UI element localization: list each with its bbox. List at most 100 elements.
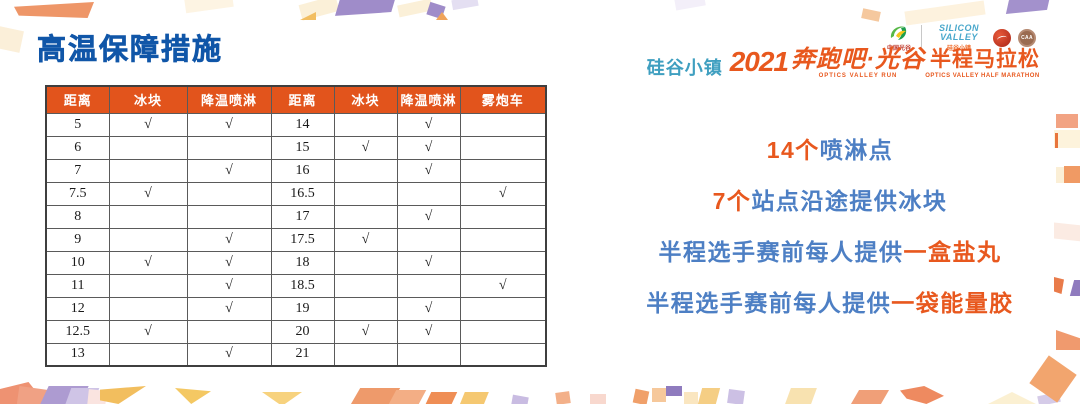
table-cell: √ bbox=[396, 319, 461, 344]
confetti-shape bbox=[684, 392, 698, 404]
confetti-shape bbox=[14, 2, 94, 18]
confetti-shape bbox=[555, 391, 571, 404]
confetti-shape bbox=[451, 0, 479, 11]
highlight-segment: 一袋能量胶 bbox=[891, 289, 1014, 316]
confetti-shape bbox=[652, 388, 666, 402]
table-row: 11 √ 18.5 √ bbox=[45, 273, 547, 298]
table-cell: √ bbox=[186, 250, 272, 275]
confetti-shape bbox=[727, 388, 745, 404]
highlight-segment: 7个 bbox=[712, 187, 752, 214]
column-header: 降温喷淋 bbox=[396, 85, 461, 114]
highlight-segment: 一盒盐丸 bbox=[903, 238, 1002, 265]
table-cell bbox=[459, 319, 547, 344]
confetti-shape bbox=[1069, 280, 1080, 296]
table-cell bbox=[186, 204, 272, 229]
column-header: 距离 bbox=[270, 85, 335, 114]
confetti-shape bbox=[632, 388, 650, 404]
table-row: 10 √ √ 18 √ bbox=[45, 250, 547, 275]
table-cell: √ bbox=[186, 296, 272, 321]
column-header: 冰块 bbox=[333, 85, 398, 114]
table-cell: √ bbox=[186, 273, 272, 298]
caa-badge-label: CAA bbox=[1021, 35, 1033, 41]
confetti-shape bbox=[262, 392, 302, 404]
table-cell bbox=[333, 112, 398, 137]
table-cell bbox=[108, 342, 188, 367]
optics-valley-logo-text: 中国光谷 bbox=[886, 45, 911, 52]
confetti-shape bbox=[674, 0, 706, 11]
table-cell: 18 bbox=[270, 250, 335, 275]
table-cell: √ bbox=[186, 342, 272, 367]
confetti-shape bbox=[1054, 130, 1080, 148]
table-cell: 10 bbox=[45, 250, 110, 275]
table-row: 7 √ 16 √ bbox=[45, 158, 547, 183]
table-cell: 5 bbox=[45, 112, 110, 137]
event-year: 2021 bbox=[729, 46, 789, 77]
table-cell bbox=[459, 158, 547, 183]
table-row: 5 √ √ 14 √ bbox=[45, 112, 547, 137]
table-cell: 11 bbox=[45, 273, 110, 298]
confetti-shape bbox=[666, 386, 682, 396]
highlight-line: 7个 站点沿途提供冰块 bbox=[600, 173, 1060, 224]
table-cell: 9 bbox=[45, 227, 110, 252]
confetti-shape bbox=[335, 0, 396, 16]
event-name-sub: OPTICS VALLEY RUN bbox=[818, 73, 898, 80]
confetti-shape bbox=[436, 12, 448, 20]
optics-valley-swirl-icon bbox=[890, 26, 907, 40]
caa-badge: CAA bbox=[1018, 29, 1036, 47]
table-cell: 20 bbox=[270, 319, 335, 344]
confetti-shape bbox=[861, 8, 881, 22]
table-cell: 14 bbox=[270, 112, 335, 137]
column-header: 降温喷淋 bbox=[186, 85, 272, 114]
athletics-association-badge bbox=[993, 29, 1011, 47]
heat-table: 距离 冰块 降温喷淋 距离 冰块 降温喷淋 雾炮车 5 √ √ 14 √ 6 15 √ √ 7 √ 16 √ 7.5 √… bbox=[45, 85, 547, 367]
table-cell bbox=[108, 204, 188, 229]
table-cell bbox=[459, 296, 547, 321]
table-cell: √ bbox=[396, 204, 461, 229]
confetti-shape bbox=[511, 394, 529, 404]
table-cell bbox=[459, 135, 547, 160]
confetti-shape bbox=[697, 388, 721, 404]
table-row: 13 √ 21 bbox=[45, 342, 547, 367]
table-cell bbox=[333, 204, 398, 229]
highlight-segment: 喷淋点 bbox=[819, 136, 894, 163]
event-prefix: 硅谷小镇 bbox=[646, 58, 723, 78]
table-cell bbox=[333, 181, 398, 206]
table-cell bbox=[459, 204, 547, 229]
table-cell bbox=[186, 135, 272, 160]
table-row: 9 √ 17.5 √ bbox=[45, 227, 547, 252]
table-cell bbox=[108, 273, 188, 298]
table-cell: √ bbox=[186, 112, 272, 137]
confetti-shape bbox=[1054, 277, 1064, 294]
confetti-shape bbox=[1064, 166, 1080, 183]
event-suffix: 半程马拉松 bbox=[930, 48, 1040, 71]
logo-divider bbox=[921, 25, 922, 51]
table-cell: √ bbox=[186, 158, 272, 183]
table-cell: √ bbox=[108, 112, 188, 137]
confetti-shape bbox=[1055, 133, 1058, 148]
table-cell bbox=[108, 135, 188, 160]
table-cell: 19 bbox=[270, 296, 335, 321]
table-cell bbox=[459, 112, 547, 137]
column-header: 冰块 bbox=[108, 85, 188, 114]
confetti-shape bbox=[184, 0, 234, 14]
column-header: 距离 bbox=[45, 85, 110, 114]
table-cell: 15 bbox=[270, 135, 335, 160]
event-name-block: 奔跑吧·光谷 OPTICS VALLEY RUN bbox=[791, 46, 925, 80]
table-cell bbox=[108, 227, 188, 252]
table-cell bbox=[108, 296, 188, 321]
highlight-segment: 半程选手赛前每人提供 bbox=[646, 289, 892, 316]
table-cell bbox=[459, 227, 547, 252]
table-cell: 8 bbox=[45, 204, 110, 229]
table-cell: √ bbox=[396, 112, 461, 137]
confetti-shape bbox=[100, 386, 146, 404]
table-cell: 7.5 bbox=[45, 181, 110, 206]
table-cell bbox=[333, 273, 398, 298]
table-cell bbox=[396, 227, 461, 252]
table-cell: √ bbox=[333, 227, 398, 252]
table-cell bbox=[333, 158, 398, 183]
highlight-segment: 站点沿途提供冰块 bbox=[751, 187, 948, 214]
event-name: 奔跑吧·光谷 bbox=[791, 46, 925, 73]
table-cell: √ bbox=[396, 158, 461, 183]
table-cell: 13 bbox=[45, 342, 110, 367]
table-cell: 21 bbox=[270, 342, 335, 367]
